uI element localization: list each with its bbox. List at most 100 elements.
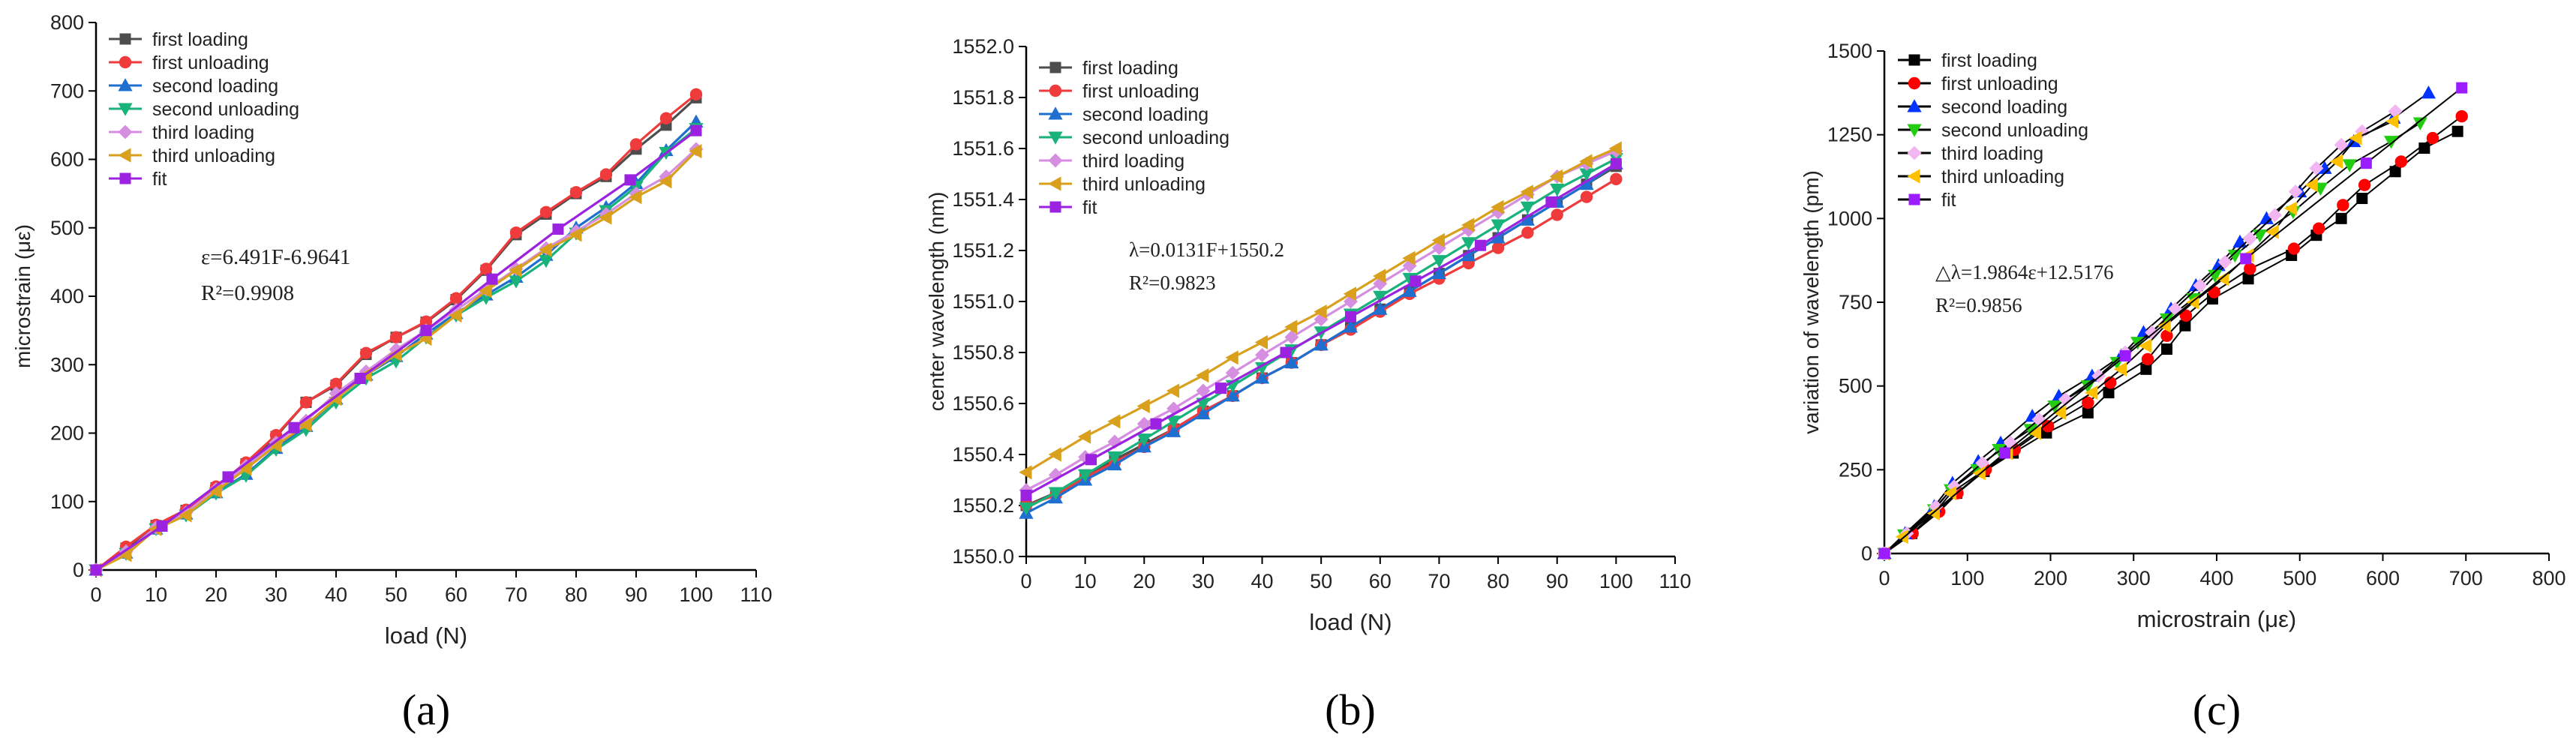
data-point [2119,350,2131,362]
data-point [209,484,222,499]
data-point [479,284,492,298]
data-point [1166,424,1181,437]
x-tick-label: 30 [265,584,287,606]
data-point [2244,262,2256,275]
y-tick-label: 1551.0 [952,290,1014,313]
x-tick-label: 10 [145,584,167,606]
data-point [299,396,313,409]
legend-entry: fit [1898,190,1956,211]
y-tick-label: 1000 [1827,207,1872,230]
y-tick-label: 600 [50,148,84,171]
data-point [1431,255,1447,268]
y-tick-label: 1551.8 [952,86,1014,109]
data-point [1020,489,1032,501]
data-point [449,292,463,304]
y-tick-label: 0 [1861,542,1872,565]
data-point [1136,398,1150,413]
legend-entry: second loading [1898,97,2067,118]
data-point [1999,447,2011,459]
legend-entry: first unloading [109,52,269,74]
panel-label: (c) [2193,686,2241,734]
triangle-left-marker [118,148,131,163]
data-point [1520,201,1536,214]
triangle-up-marker [1048,106,1063,120]
data-point [599,210,612,225]
data-point [2383,136,2399,149]
data-point [2139,338,2152,353]
square-marker [1049,201,1061,213]
data-point [1196,406,1211,420]
legend-entry: fit [1039,197,1097,218]
legend-entry: third loading [1898,143,2043,164]
data-point [629,190,642,205]
y-tick-label: 1550.4 [952,443,1014,466]
x-tick-label: 100 [1599,570,1633,592]
data-point [1343,320,1359,333]
x-tick-label: 20 [1133,570,1155,592]
y-tick-label: 1550.6 [952,392,1014,415]
data-point [1579,154,1593,169]
legend-label: second loading [1941,97,2067,118]
data-point [1166,416,1181,429]
data-point [2242,231,2257,246]
y-tick-label: 200 [50,422,84,445]
x-tick-label: 700 [2449,567,2483,590]
legend-entry: fit [109,169,167,190]
x-tick-label: 10 [1074,570,1097,592]
data-point [2394,155,2408,168]
data-point [354,373,366,384]
data-point [2358,178,2371,191]
series-line [1884,87,2463,554]
triangle-up-marker [1907,99,1922,112]
data-point [2217,254,2232,269]
data-point [2426,131,2439,145]
fit-equation: △λ=1.9864ε+12.5176 [1935,261,2114,284]
legend-entry: second loading [109,76,278,97]
legend-entry: third unloading [1039,174,1205,195]
data-point [1402,250,1416,266]
x-tick-label: 100 [1950,567,1984,590]
triangle-down-marker [118,103,133,116]
panel-label: (b) [1325,686,1376,734]
data-point [2242,273,2254,285]
data-point [2287,242,2301,255]
data-point [1461,218,1475,232]
data-point [449,308,462,323]
data-point [2335,212,2347,224]
legend-entry: third unloading [1898,166,2064,188]
x-tick-label: 30 [1192,570,1214,592]
data-point [1150,418,1162,430]
data-point [2304,178,2318,193]
legend-label: first loading [1941,50,2037,71]
data-point [1284,355,1299,369]
legend-label: fit [1941,190,1956,211]
data-point [2140,363,2152,375]
circle-marker [119,56,132,69]
data-point [552,224,564,236]
data-point [1255,347,1270,362]
series-fit [1878,82,2468,560]
triangle-left-marker [1907,169,1920,184]
x-tick-label: 0 [1878,567,1890,590]
fit-equation: λ=0.0131F+1550.2 [1129,238,1284,261]
x-tick-label: 40 [1251,570,1274,592]
square-marker [1908,54,1920,66]
data-point [2342,159,2357,172]
series-fit [90,124,702,576]
x-tick-label: 90 [625,584,647,606]
r-squared: R²=0.9823 [1129,272,1216,294]
panel-a: 0 10 20 30 40 50 60 70 80 90 100 110 0 100 200 300 400 50… [11,11,773,734]
data-point [2179,309,2193,322]
legend-label: first unloading [1941,74,2058,94]
data-point [1225,365,1240,380]
y-tick-label: 1551.2 [952,239,1014,262]
series-third-unloading [1019,141,1622,480]
data-point [2103,387,2115,399]
legend-entry: third loading [1039,151,1184,172]
data-point [1085,454,1097,466]
data-point [359,346,373,359]
square-marker [119,172,131,184]
data-point [1254,370,1270,384]
x-tick-label: 20 [205,584,227,606]
legend-label: first loading [152,29,248,50]
